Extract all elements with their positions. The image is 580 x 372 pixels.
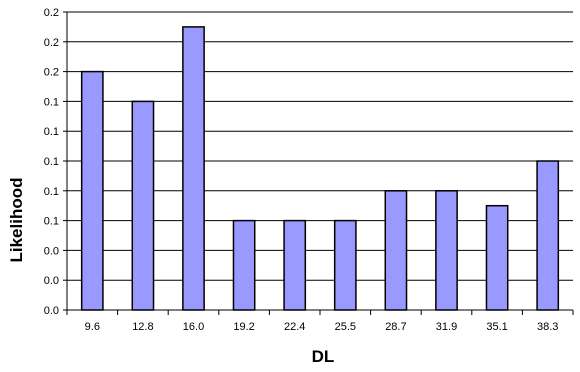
y-tick-label: 0.0 bbox=[44, 275, 59, 287]
x-tick-label: 9.6 bbox=[85, 321, 100, 333]
bar bbox=[536, 160, 560, 311]
bar bbox=[232, 219, 256, 311]
bar bbox=[333, 219, 357, 311]
x-tick-label: 25.5 bbox=[335, 321, 356, 333]
y-tick-label: 0.2 bbox=[44, 67, 59, 79]
y-tick-label: 0.0 bbox=[44, 305, 59, 317]
bars bbox=[80, 26, 560, 311]
y-tick-label: 0.1 bbox=[44, 126, 59, 138]
bar bbox=[80, 70, 104, 311]
y-tick-label: 0.1 bbox=[44, 156, 59, 168]
x-tick-label: 19.2 bbox=[233, 321, 254, 333]
y-tick-label: 0.1 bbox=[44, 216, 59, 228]
bar bbox=[283, 219, 307, 311]
x-tick-labels: 9.6 12.8 16.0 19.2 22.4 25.5 28.7 31.9 35.1 38.3 bbox=[85, 321, 559, 333]
bar bbox=[435, 190, 458, 311]
y-axis-title: Likelihood bbox=[7, 178, 26, 263]
axes bbox=[66, 12, 573, 311]
y-tick-label: 0.1 bbox=[44, 96, 59, 108]
y-tick-label: 0.0 bbox=[44, 245, 59, 257]
bar bbox=[131, 100, 155, 311]
x-tick-label: 22.4 bbox=[284, 321, 305, 333]
bar bbox=[384, 190, 408, 311]
x-tick-label: 16.0 bbox=[183, 321, 204, 333]
y-tick-labels: 0.0 0.0 0.0 0.1 0.1 0.1 0.1 0.1 0.2 0.2 0.2 bbox=[44, 7, 59, 317]
y-tick-label: 0.2 bbox=[44, 7, 59, 19]
x-axis-title: DL bbox=[312, 347, 335, 366]
bar bbox=[485, 204, 509, 311]
y-tick-label: 0.2 bbox=[44, 37, 59, 49]
x-tick-label: 28.7 bbox=[385, 321, 406, 333]
x-tick-label: 38.3 bbox=[537, 321, 558, 333]
x-tick-label: 12.8 bbox=[132, 321, 153, 333]
x-tick-label: 35.1 bbox=[486, 321, 507, 333]
y-tick-label: 0.1 bbox=[44, 186, 59, 198]
x-tick-label: 31.9 bbox=[436, 321, 457, 333]
bar bbox=[182, 26, 205, 311]
